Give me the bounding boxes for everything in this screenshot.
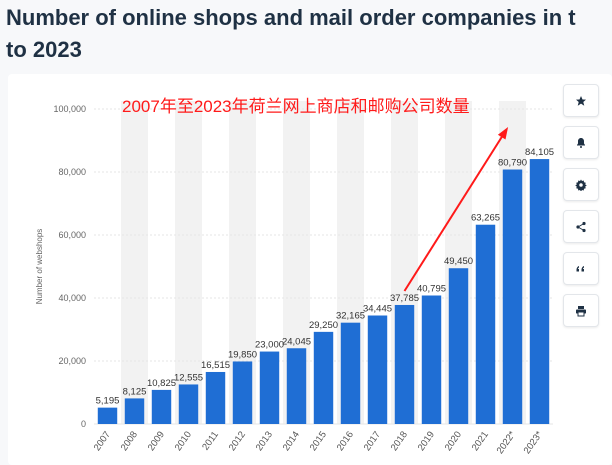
y-tick-label: 80,000 — [58, 167, 86, 177]
x-tick-label: 2012 — [227, 429, 248, 453]
value-labels: 5,1958,12510,82512,55516,51519,85023,000… — [96, 147, 554, 407]
page-title: Number of online shops and mail order co… — [6, 2, 612, 66]
chart-annotation: 2007年至2023年荷兰网上商店和邮购公司数量 — [122, 97, 470, 116]
x-tick-label: 2016 — [335, 429, 356, 453]
value-label: 16,515 — [201, 360, 230, 371]
bar[interactable] — [367, 315, 388, 424]
printer-icon — [576, 305, 586, 316]
x-tick-label: 2014 — [281, 429, 302, 453]
bell-icon — [577, 137, 585, 148]
bar[interactable] — [448, 268, 469, 424]
bar[interactable] — [205, 371, 226, 424]
favorite-star-button[interactable] — [563, 84, 599, 117]
x-tick-label: 2019 — [416, 429, 437, 453]
cite-button[interactable] — [563, 252, 599, 285]
value-label: 8,125 — [123, 386, 147, 397]
chart-toolbar — [563, 84, 599, 336]
x-tick-label: 2017 — [362, 429, 383, 453]
x-tick-label: 2009 — [146, 429, 167, 453]
print-button[interactable] — [563, 294, 599, 327]
x-tick-label: 2013 — [254, 429, 275, 453]
bar[interactable] — [259, 351, 280, 424]
x-tick-label: 2010 — [173, 429, 194, 453]
x-tick-label: 2022* — [495, 429, 518, 456]
notification-button[interactable] — [563, 126, 599, 159]
share-button[interactable] — [563, 210, 599, 243]
value-label: 37,785 — [390, 293, 419, 304]
bar-chart: 0 20,000 40,000 60,000 80,000 100,000 5,1958,… — [35, 101, 554, 456]
x-tick-label: 2007 — [92, 429, 113, 453]
value-label: 34,445 — [363, 303, 392, 314]
bar[interactable] — [124, 398, 145, 424]
x-tick-label: 2020 — [443, 429, 464, 453]
y-tick-label: 40,000 — [58, 293, 86, 303]
value-label: 19,850 — [228, 349, 257, 360]
x-tick-label: 2008 — [119, 429, 140, 453]
y-tick-label: 0 — [81, 419, 86, 429]
background-band — [121, 101, 148, 424]
value-label: 12,555 — [174, 372, 203, 383]
value-label: 24,045 — [282, 336, 311, 347]
x-tick-label: 2011 — [200, 429, 221, 452]
settings-button[interactable] — [563, 168, 599, 201]
page-title-line1: Number of online shops and mail order co… — [6, 5, 576, 30]
value-label: 63,265 — [471, 213, 500, 224]
x-axis-labels: 2007 2008 2009 2010 2011 2012 2013 2014 2015 2016… — [92, 429, 545, 456]
bar[interactable] — [232, 361, 253, 424]
chart-panel: 0 20,000 40,000 60,000 80,000 100,000 5,195 8,… — [8, 74, 612, 465]
value-label: 84,105 — [525, 147, 554, 158]
bar[interactable] — [475, 224, 496, 424]
bar[interactable] — [529, 159, 550, 424]
value-label: 5,195 — [96, 396, 120, 407]
value-label: 40,795 — [417, 283, 446, 294]
quote-icon — [576, 265, 584, 271]
x-tick-label: 2015 — [308, 429, 329, 453]
y-axis-ticks: 0 20,000 40,000 60,000 80,000 100,000 — [53, 104, 86, 429]
page-title-line2: to 2023 — [6, 37, 82, 62]
value-label: 10,825 — [147, 378, 176, 389]
bar[interactable] — [340, 322, 361, 424]
bar[interactable] — [313, 331, 334, 424]
value-label: 49,450 — [444, 256, 473, 267]
y-tick-label: 60,000 — [58, 230, 86, 240]
x-tick-label: 2018 — [389, 429, 410, 453]
gear-icon — [575, 179, 587, 191]
bars — [97, 159, 550, 424]
value-label: 32,165 — [336, 311, 365, 322]
y-axis-title: Number of webshops — [35, 229, 44, 305]
value-label: 80,790 — [498, 158, 527, 169]
bar[interactable] — [421, 295, 442, 424]
background-band — [175, 101, 202, 424]
annotation-arrow-head — [497, 126, 509, 140]
bar[interactable] — [151, 389, 172, 424]
value-label: 23,000 — [255, 340, 284, 351]
bar[interactable] — [178, 384, 199, 424]
bar[interactable] — [502, 169, 523, 424]
bar[interactable] — [394, 304, 415, 424]
x-tick-label: 2021 — [470, 429, 491, 453]
y-tick-label: 20,000 — [58, 356, 86, 366]
bar[interactable] — [286, 348, 307, 424]
x-tick-label: 2023* — [522, 429, 545, 456]
bar[interactable] — [97, 407, 118, 424]
y-tick-label: 100,000 — [53, 104, 86, 114]
share-icon — [576, 221, 586, 232]
annotation-arrow-line — [403, 128, 508, 292]
star-icon — [576, 95, 586, 106]
value-label: 29,250 — [309, 320, 338, 331]
